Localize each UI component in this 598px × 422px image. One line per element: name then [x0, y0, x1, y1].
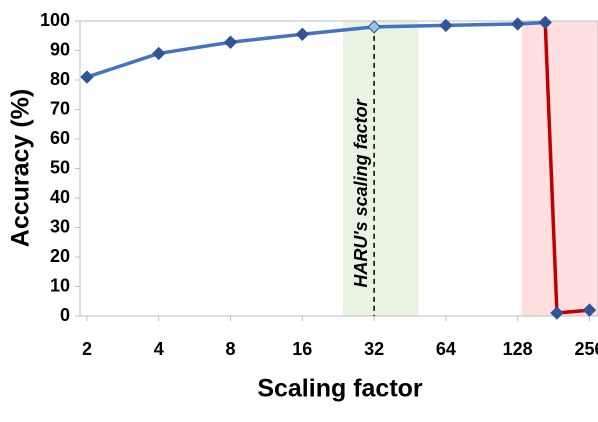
marker [538, 15, 552, 30]
y-tick-label: 80 [50, 69, 70, 89]
y-tick-label: 40 [50, 187, 70, 207]
marker [550, 306, 564, 320]
x-tick-label: 32 [364, 339, 384, 359]
y-tick-label: 100 [40, 10, 70, 30]
shaded-band [521, 21, 598, 316]
series-line [86, 20, 546, 79]
x-tick-label: 256 [574, 339, 598, 359]
x-axis-title: Scaling factor [257, 375, 423, 403]
x-tick-label: 4 [154, 339, 164, 359]
x-tick-label: 64 [436, 339, 456, 359]
y-tick-label: 50 [50, 157, 70, 177]
x-tick-label: 8 [226, 339, 236, 359]
marker [367, 20, 381, 34]
y-tick-label: 30 [50, 216, 70, 236]
marker [223, 35, 238, 49]
y-axis-title: Accuracy (%) [7, 89, 35, 247]
x-tick-label: 2 [82, 339, 92, 359]
x-tick-label: 16 [292, 339, 312, 359]
y-tick-label: 60 [50, 128, 70, 148]
marker [295, 27, 310, 41]
y-tick-label: 70 [50, 98, 70, 118]
marker [80, 70, 94, 84]
marker [152, 46, 166, 61]
y-tick-label: 0 [60, 305, 70, 325]
y-tick-label: 10 [50, 275, 70, 295]
plot-frame [79, 20, 598, 317]
marker [439, 18, 453, 33]
x-tick-label: 128 [503, 339, 533, 359]
marker [582, 303, 597, 317]
y-tick-label: 20 [50, 246, 70, 266]
y-tick-label: 90 [50, 39, 70, 59]
highlight-label: HARU's scaling factor [351, 98, 371, 287]
bands [343, 21, 598, 316]
marker [510, 17, 525, 31]
shaded-band [343, 21, 419, 316]
